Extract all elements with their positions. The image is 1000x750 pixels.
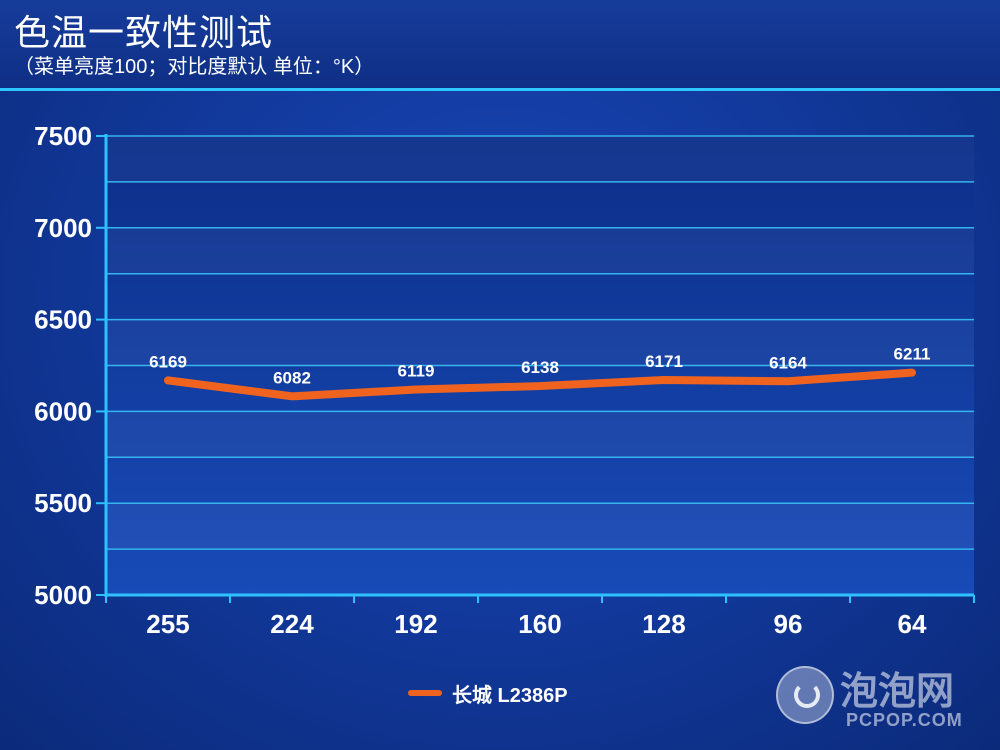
data-point (909, 369, 915, 376)
y-tick-label: 6500 (34, 305, 92, 335)
data-point (537, 383, 543, 390)
x-tick-label: 192 (394, 609, 437, 639)
y-tick-label: 7000 (34, 213, 92, 243)
logo-text: 泡泡网 (840, 671, 955, 713)
data-point (661, 377, 667, 384)
y-tick-label: 5000 (34, 580, 92, 610)
data-label: 6169 (149, 352, 187, 371)
data-point (165, 377, 171, 384)
chart-legend: 长城 L2386P (408, 678, 568, 708)
x-tick-label: 160 (518, 609, 561, 639)
legend-swatch (408, 690, 442, 696)
x-tick-label: 224 (270, 609, 314, 639)
data-point (413, 386, 419, 393)
plot-band (106, 227, 974, 274)
logo-subtext: PCPOP.COM (846, 710, 963, 730)
plot-band (106, 136, 974, 182)
legend-label: 长城 L2386P (452, 684, 568, 707)
data-label: 6138 (521, 358, 559, 377)
data-label: 6119 (398, 362, 435, 381)
plot-band (106, 503, 974, 550)
header-bar: 色温一致性测试 （菜单亮度100；对比度默认 单位：°K） (0, 0, 1000, 88)
x-tick-label: 128 (642, 609, 685, 639)
page-title: 色温一致性测试 (14, 12, 274, 53)
data-label: 6211 (894, 345, 931, 364)
header-divider (0, 88, 1000, 91)
data-point (289, 393, 295, 400)
page-subtitle: （菜单亮度100；对比度默认 单位：°K） (14, 56, 375, 78)
x-tick-label: 96 (774, 609, 803, 639)
plot-band (106, 319, 974, 366)
power-icon (776, 666, 834, 724)
y-tick-label: 6000 (34, 396, 92, 426)
x-tick-label: 255 (146, 609, 189, 639)
site-logo: 泡泡网 PCPOP.COM (776, 660, 986, 740)
y-tick-label: 5500 (34, 488, 92, 518)
data-label: 6082 (273, 368, 311, 387)
data-label: 6171 (645, 352, 683, 371)
x-tick-label: 64 (898, 609, 927, 639)
plot-band (106, 411, 974, 458)
data-label: 6164 (769, 353, 807, 372)
data-point (785, 378, 791, 385)
y-tick-label: 7500 (34, 121, 92, 151)
